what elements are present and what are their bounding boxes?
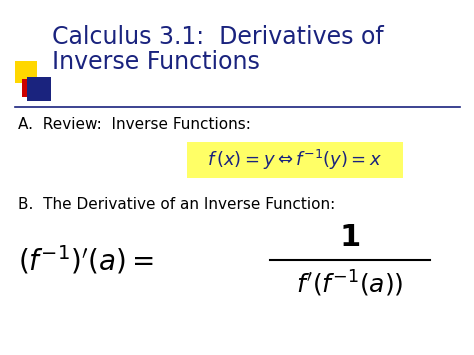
Text: B.  The Derivative of an Inverse Function:: B. The Derivative of an Inverse Function… (18, 197, 335, 212)
Text: Calculus 3.1:  Derivatives of: Calculus 3.1: Derivatives of (52, 25, 384, 49)
Text: $f\,(x) = y \Leftrightarrow f^{-1}(y) = x$: $f\,(x) = y \Leftrightarrow f^{-1}(y) = … (208, 148, 383, 172)
Bar (15, 61, 37, 83)
Text: $f'(f^{-1}(\mathbf{\mathit{a}}))$: $f'(f^{-1}(\mathbf{\mathit{a}}))$ (296, 269, 404, 299)
Text: A.  Review:  Inverse Functions:: A. Review: Inverse Functions: (18, 117, 251, 132)
Text: $(f^{-1})'(\mathbf{\mathit{a}}) =$: $(f^{-1})'(\mathbf{\mathit{a}}) =$ (18, 244, 154, 277)
Bar (27, 77, 51, 101)
FancyBboxPatch shape (187, 142, 403, 178)
Bar (22, 79, 40, 97)
Text: $\mathbf{1}$: $\mathbf{1}$ (339, 224, 361, 252)
Text: Inverse Functions: Inverse Functions (52, 50, 260, 74)
